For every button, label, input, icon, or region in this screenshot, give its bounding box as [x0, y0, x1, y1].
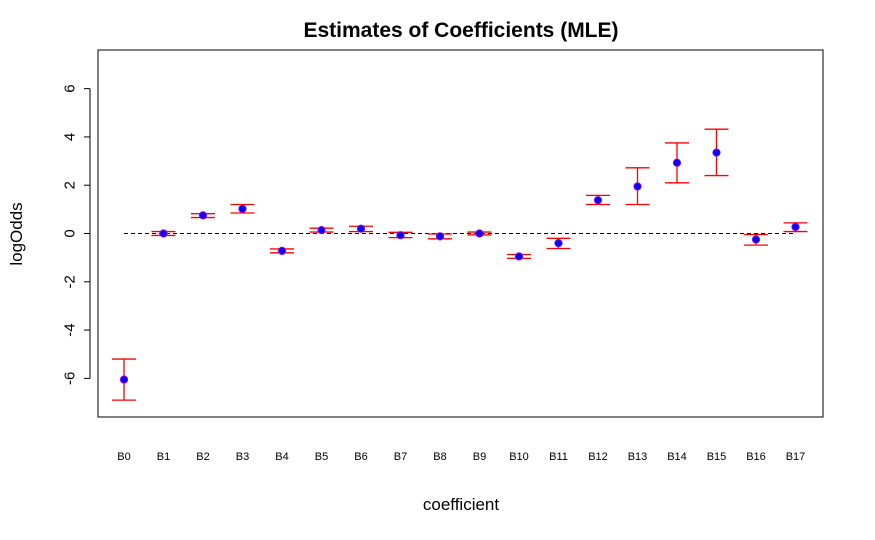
x-tick-label: B5 — [315, 451, 328, 463]
y-axis: -6 -4 -2 0 2 4 6 — [62, 84, 91, 385]
x-tick-label: B7 — [394, 451, 407, 463]
data-point — [277, 246, 287, 255]
x-tick-label: B13 — [628, 451, 648, 463]
data-point — [435, 232, 445, 241]
data-point — [317, 226, 326, 235]
y-tick-label: 6 — [62, 84, 79, 92]
x-tick-label: B11 — [549, 451, 568, 463]
y-tick-label: -2 — [62, 275, 79, 288]
x-tick-label: B1 — [157, 451, 170, 463]
data-point — [791, 222, 800, 232]
x-axis-label: coefficient — [423, 495, 500, 514]
data-point — [593, 196, 603, 205]
data-point — [554, 239, 563, 248]
x-tick-label: B2 — [196, 451, 209, 463]
data-point — [514, 252, 524, 261]
data-point — [356, 224, 366, 233]
x-tick-label: B14 — [667, 451, 687, 463]
data-point — [396, 231, 405, 240]
plot-area — [97, 49, 824, 418]
chart-title: Estimates of Coefficients (MLE) — [303, 19, 618, 42]
y-tick-label: -6 — [62, 372, 79, 385]
x-axis: B0 B1 B2 B3 B4 B5 B6 B7 B8 B9 B10 B11 B12 B13 B14 B15 B1… — [117, 451, 805, 463]
x-tick-label: B6 — [354, 451, 367, 463]
data-point — [238, 204, 247, 213]
y-tick-label: 2 — [62, 181, 79, 189]
x-tick-label: B15 — [707, 451, 727, 463]
x-tick-label: B9 — [473, 451, 486, 463]
x-tick-label: B8 — [433, 451, 446, 463]
x-tick-label: B12 — [588, 451, 608, 463]
data-point — [159, 229, 168, 238]
x-tick-label: B10 — [509, 451, 529, 463]
data-point — [475, 229, 484, 238]
y-axis-label: logOdds — [7, 202, 26, 265]
y-tick-label: 0 — [62, 229, 79, 237]
x-tick-label: B0 — [117, 451, 130, 463]
data-point — [198, 211, 208, 220]
x-tick-label: B4 — [275, 451, 288, 463]
y-tick-label: -4 — [62, 323, 79, 336]
data-point — [633, 182, 642, 191]
data-point — [751, 235, 761, 244]
data-point — [712, 148, 721, 157]
x-tick-label: B3 — [236, 451, 249, 463]
x-tick-label: B16 — [746, 451, 766, 463]
y-tick-label: 4 — [62, 133, 79, 141]
data-point — [672, 158, 682, 167]
x-tick-label: B17 — [786, 451, 806, 463]
data-point — [119, 375, 129, 384]
data-points — [119, 148, 800, 384]
